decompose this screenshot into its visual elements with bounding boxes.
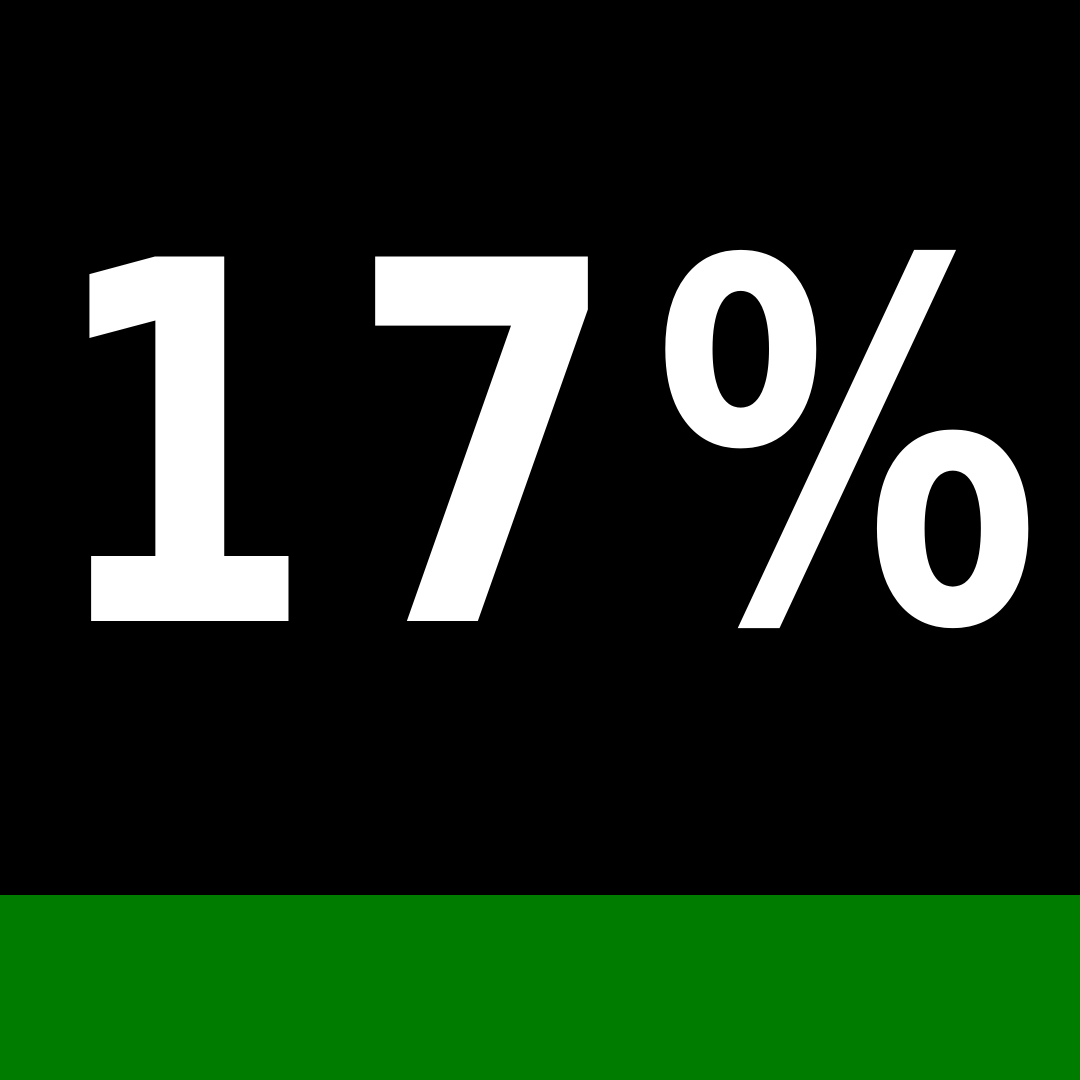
percentage-value: 17% <box>45 156 1075 739</box>
stat-area: 17% <box>45 156 1075 739</box>
bottom-color-bar <box>0 895 1080 1080</box>
